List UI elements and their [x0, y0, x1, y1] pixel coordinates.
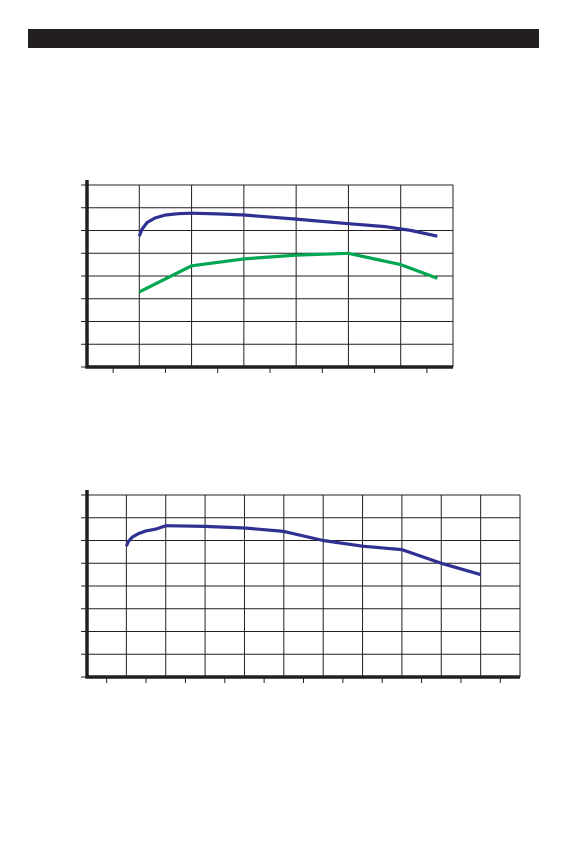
chart-2 [81, 490, 521, 683]
series-line-blue [124, 524, 482, 577]
series-line-green [138, 251, 438, 294]
header-bar [28, 29, 539, 48]
series-line-blue [137, 211, 438, 238]
chart-1 [81, 180, 454, 373]
